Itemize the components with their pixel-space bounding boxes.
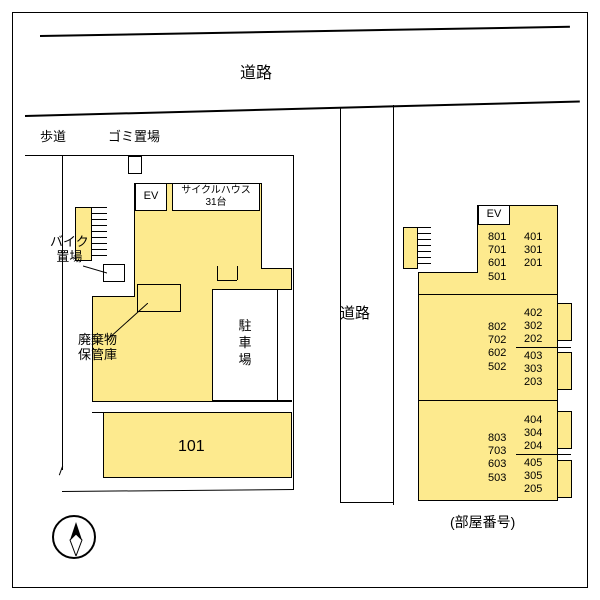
site-bottom <box>62 489 294 492</box>
waste-leader <box>108 303 148 339</box>
left-notch-tr <box>261 183 292 269</box>
frame-right <box>587 12 588 588</box>
ev1-box: EV <box>135 183 167 211</box>
rooms-g1-left: 801 701 601 501 <box>488 231 506 284</box>
rooms-g2-right: 402 302 202 <box>524 307 542 347</box>
protrude-3 <box>558 411 572 449</box>
rooms-div3a <box>516 454 571 455</box>
gap-101 <box>92 401 292 413</box>
protrude-2 <box>558 352 572 390</box>
bike-leader <box>83 261 107 275</box>
rooms-g1-right: 401 301 201 <box>524 231 542 271</box>
midroad-bottom <box>340 502 394 503</box>
cycle-house-l1: サイクルハウス <box>173 185 259 197</box>
road-top-label: 道路 <box>240 65 272 83</box>
door-mark-2 <box>237 266 238 280</box>
cycle-house-box: サイクルハウス 31台 <box>172 183 260 211</box>
frame-bottom <box>12 587 588 588</box>
protrude-1 <box>558 303 572 341</box>
unit-101: 101 <box>178 438 205 456</box>
walkway-label: 歩道 <box>40 130 66 145</box>
frame-top <box>12 12 588 13</box>
cycle-house-l2: 31台 <box>173 197 259 209</box>
site-left <box>62 155 63 470</box>
garbage-box <box>128 156 142 174</box>
parking-open <box>278 289 292 401</box>
parking-box: 駐 車 場 <box>212 289 278 401</box>
rooms-g3-right: 404 304 204 <box>524 414 542 454</box>
road-mid-label: 道路 <box>340 305 370 322</box>
rooms-div2 <box>418 400 558 401</box>
ev2-box: EV <box>478 205 510 225</box>
gap-101-left <box>92 413 104 478</box>
garbage-label: ゴミ置場 <box>108 130 160 145</box>
ev1-label: EV <box>144 190 159 202</box>
door-mark-3 <box>217 280 237 281</box>
door-mark-1 <box>217 266 218 280</box>
midroad-right <box>393 105 394 505</box>
room-caption: (部屋番号) <box>450 514 515 530</box>
protrude-4 <box>558 460 572 498</box>
frame-left <box>12 12 13 588</box>
right-stairs-landing <box>403 227 418 269</box>
rooms-g3-left: 803 703 603 503 <box>488 432 506 485</box>
rooms-g2-left: 802 702 602 502 <box>488 321 506 374</box>
rooms-g3-right-b: 405 305 205 <box>524 457 542 497</box>
rooms-div2a <box>516 347 571 348</box>
rooms-g2-right-b: 403 303 203 <box>524 350 542 390</box>
walkway-line <box>25 155 293 156</box>
road-top-line2 <box>25 100 580 117</box>
site-notch <box>59 466 63 476</box>
compass <box>52 515 96 559</box>
road-top-line1 <box>40 26 570 37</box>
rooms-div1 <box>418 294 558 295</box>
site-right <box>293 155 294 490</box>
